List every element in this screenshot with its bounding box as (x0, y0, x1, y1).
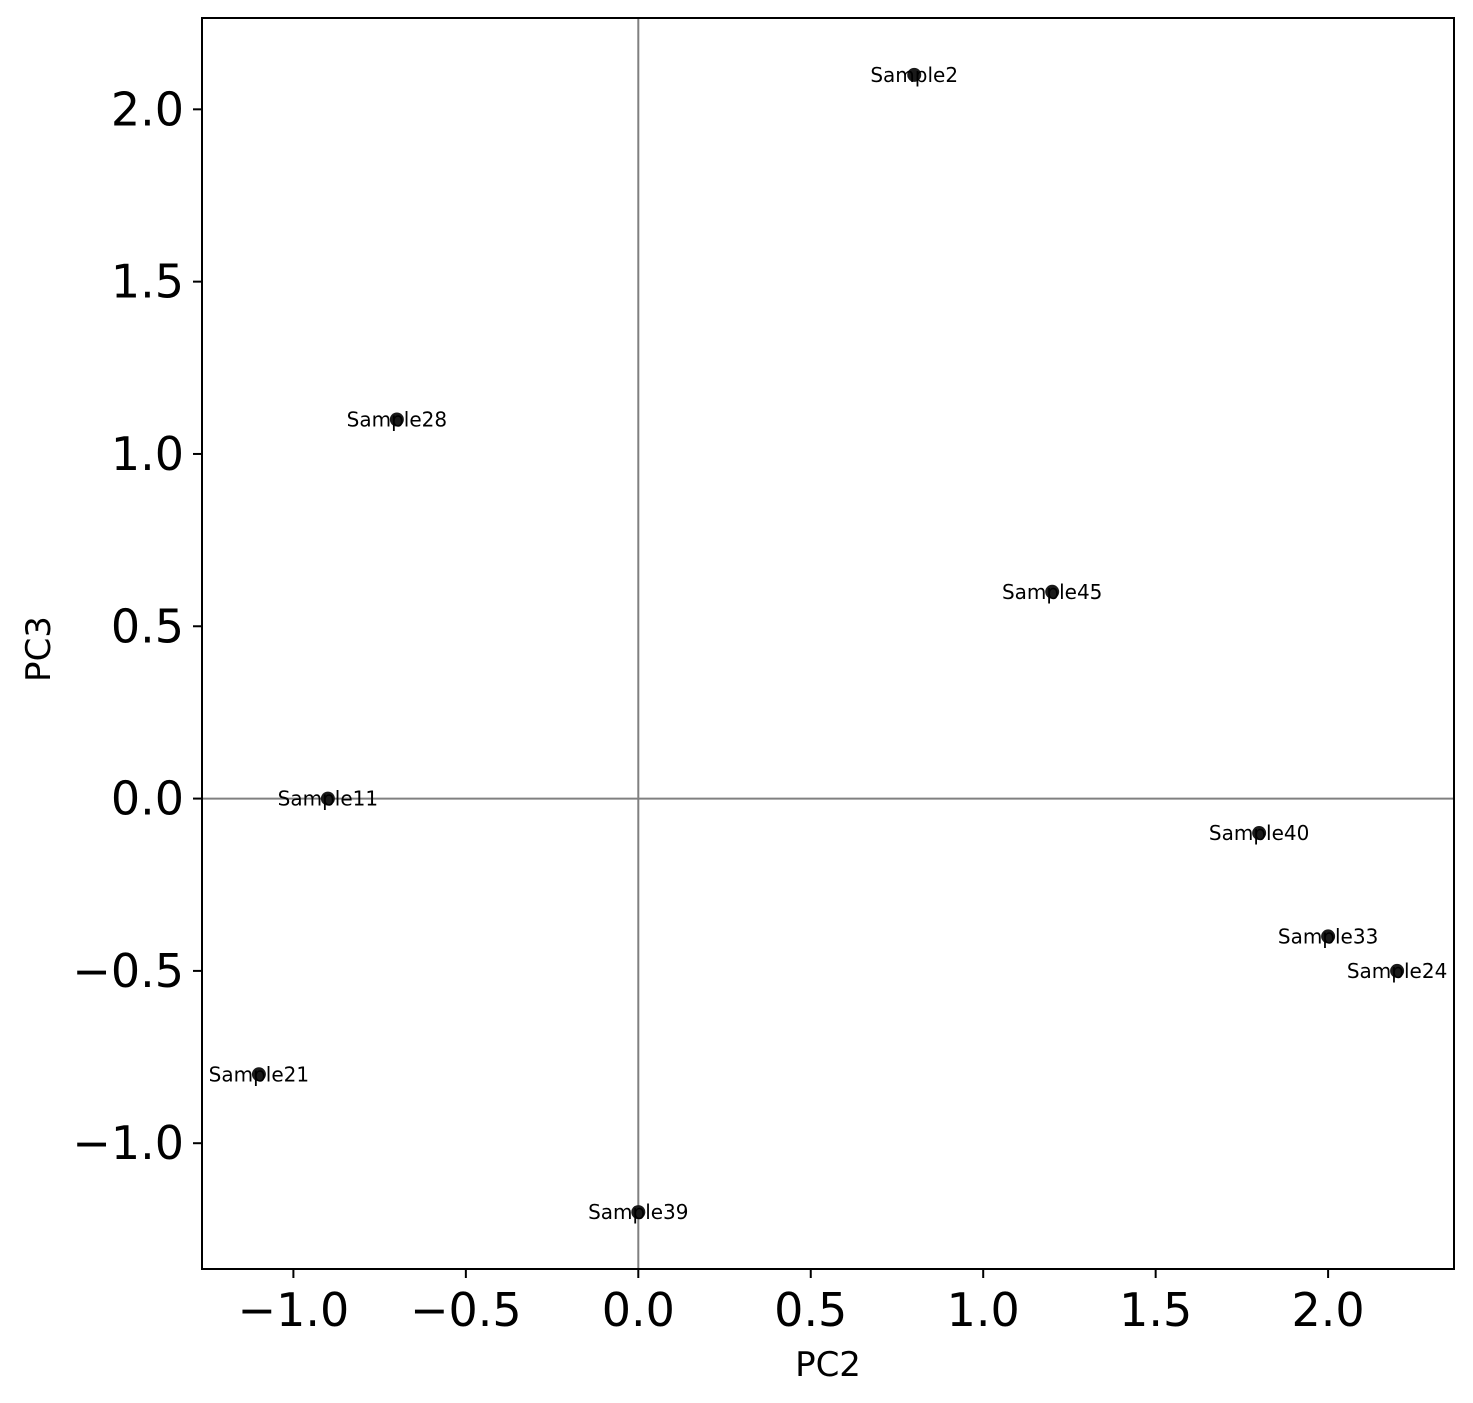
x-axis-label: PC2 (795, 1345, 861, 1385)
y-tick-label: −0.5 (72, 944, 184, 998)
data-point (1045, 584, 1060, 599)
y-tick-label: 1.0 (111, 427, 184, 481)
y-axis-ticks: −1.0 −0.5 0.0 0.5 1.0 1.5 2.0 (72, 82, 202, 1170)
plot-frame (201, 17, 1455, 1270)
point-label: Sample45 (1002, 580, 1102, 604)
point-labels: Sample2 Sample28 Sample45 Sample11 Sample40 S… (209, 63, 1448, 1224)
x-tick-label: −1.0 (238, 1283, 350, 1337)
x-tick-label: −0.5 (410, 1283, 522, 1337)
data-point (389, 412, 404, 427)
point-label: Sample2 (870, 63, 958, 87)
data-point (1390, 963, 1405, 978)
data-point (320, 791, 335, 806)
point-label: Sample24 (1347, 959, 1447, 983)
data-point (631, 1205, 646, 1220)
data-points (251, 67, 1405, 1220)
y-axis-label: PC3 (19, 616, 59, 682)
point-label: Sample21 (209, 1062, 309, 1086)
point-label: Sample33 (1278, 924, 1378, 948)
point-label: Sample39 (588, 1200, 688, 1224)
x-axis-ticks: −1.0 −0.5 0.0 0.5 1.0 1.5 2.0 (238, 1269, 1365, 1337)
data-point (251, 1067, 266, 1082)
x-tick-label: 2.0 (1292, 1283, 1365, 1337)
y-tick-label: 0.5 (111, 599, 184, 653)
point-label: Sample40 (1209, 821, 1309, 845)
data-point (1321, 929, 1336, 944)
y-tick-label: 0.0 (111, 772, 184, 826)
x-tick-label: 1.5 (1119, 1283, 1192, 1337)
x-tick-label: 0.5 (774, 1283, 847, 1337)
y-tick-label: 1.5 (111, 255, 184, 309)
point-label: Sample28 (347, 407, 447, 431)
x-tick-label: 0.0 (602, 1283, 675, 1337)
point-label: Sample11 (278, 787, 378, 811)
data-point (907, 67, 922, 82)
reference-lines (202, 18, 1454, 1269)
x-tick-label: 1.0 (947, 1283, 1020, 1337)
y-tick-label: −1.0 (72, 1116, 184, 1170)
y-tick-label: 2.0 (111, 82, 184, 136)
data-point (1252, 826, 1267, 841)
